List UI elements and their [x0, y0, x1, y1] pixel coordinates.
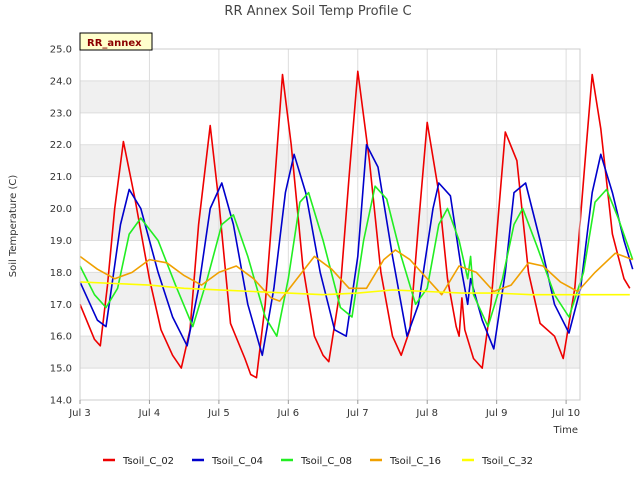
- y-tick-label: 24.0: [50, 76, 72, 87]
- y-tick-labels: 14.0 15.0 16.0 17.0 18.0 19.0 20.0 21.0 22.0 23.0…: [50, 45, 72, 407]
- x-tick-label: Jul 10: [551, 408, 580, 419]
- legend-label: Tsoil_C_08: [300, 456, 352, 467]
- series-line-tsoil-c-04: [79, 143, 634, 357]
- y-tick-label: 14.0: [50, 396, 72, 407]
- x-tick-label: Jul 9: [485, 408, 508, 419]
- x-tick-label: Jul 5: [207, 408, 230, 419]
- x-tick-label: Jul 3: [68, 408, 91, 419]
- series-layer: [79, 70, 634, 379]
- annotation-text: RR_annex: [87, 38, 142, 49]
- y-tick-label: 19.0: [50, 236, 72, 247]
- y-tick-label: 15.0: [50, 364, 72, 375]
- chart-title: RR Annex Soil Temp Profile C: [224, 4, 411, 19]
- y-tick-label: 25.0: [50, 45, 72, 56]
- series-line-tsoil-c-32: [79, 281, 630, 296]
- y-tick-label: 18.0: [50, 268, 72, 279]
- x-tick-label: Jul 8: [415, 408, 438, 419]
- legend-label: Tsoil_C_04: [211, 456, 263, 467]
- y-tick-label: 23.0: [50, 108, 72, 119]
- legend-label: Tsoil_C_02: [122, 456, 174, 467]
- y-axis-label: Soil Temperature (C): [8, 175, 19, 278]
- series-line-tsoil-c-08: [79, 185, 634, 337]
- y-tick-label: 22.0: [50, 140, 72, 151]
- plot-band: [80, 144, 580, 177]
- x-tick-label: Jul 4: [138, 408, 161, 419]
- y-tick-label: 17.0: [50, 300, 72, 311]
- x-tick-label: Jul 7: [346, 408, 369, 419]
- y-tick-label: 21.0: [50, 172, 72, 183]
- plot-band: [80, 49, 580, 81]
- legend-label: Tsoil_C_32: [481, 456, 533, 467]
- legend: Tsoil_C_02 Tsoil_C_04 Tsoil_C_08 Tsoil_C_16…: [103, 456, 533, 467]
- series-line-tsoil-c-16: [79, 249, 633, 302]
- y-tick-label: 16.0: [50, 332, 72, 343]
- plot-background: [80, 49, 580, 400]
- plot-band: [80, 176, 580, 209]
- plot-band: [80, 368, 580, 400]
- plot-band: [80, 80, 580, 113]
- annotation-box: [79, 32, 153, 51]
- series-line-tsoil-c-02: [79, 70, 631, 379]
- legend-label: Tsoil_C_16: [389, 456, 441, 467]
- y-tick-label: 20.0: [50, 204, 72, 215]
- annotation-badge: RR_annex: [79, 32, 153, 51]
- plot-frame: [79, 48, 581, 401]
- x-tick-labels: Jul 3 Jul 4 Jul 5 Jul 6 Jul 7 Jul 8 Jul 9 Jul 1…: [68, 400, 580, 419]
- x-tick-label: Jul 6: [277, 408, 300, 419]
- x-axis-label: Time: [553, 425, 578, 436]
